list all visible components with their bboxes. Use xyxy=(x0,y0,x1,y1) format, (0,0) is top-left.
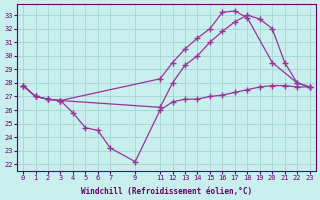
X-axis label: Windchill (Refroidissement éolien,°C): Windchill (Refroidissement éolien,°C) xyxy=(81,187,252,196)
